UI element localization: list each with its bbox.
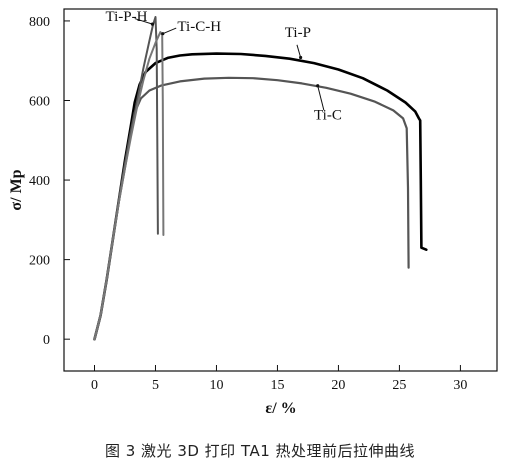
x-tick-label: 0 xyxy=(91,378,98,393)
y-tick-label: 600 xyxy=(29,94,50,109)
annotation-arrowhead xyxy=(150,22,155,26)
annotation-ti-p-h: Ti-P-H xyxy=(105,9,147,25)
annotation-leader xyxy=(134,18,153,25)
x-tick-label: 30 xyxy=(453,378,467,393)
y-axis-label: σ/ Mp xyxy=(8,169,25,210)
annotations: Ti-P-H Ti-C-H Ti-P Ti-C xyxy=(105,9,341,124)
series-line-ti-c xyxy=(93,76,410,341)
series-lines xyxy=(93,16,428,341)
annotation-leader xyxy=(317,85,325,111)
annotation-arrowhead xyxy=(299,55,303,60)
x-tick-label: 10 xyxy=(209,378,223,393)
annotation-leader xyxy=(162,27,177,35)
annotation-ti-c: Ti-C xyxy=(314,108,342,124)
annotation-ti-c-h: Ti-C-H xyxy=(177,19,221,35)
x-tick-label: 25 xyxy=(392,378,406,393)
figure-caption: 图 3 激光 3D 打印 TA1 热处理前后拉伸曲线 xyxy=(104,442,416,460)
y-tick-label: 0 xyxy=(43,333,50,348)
annotation-arrowhead xyxy=(316,84,320,88)
x-tick-label: 20 xyxy=(331,378,345,393)
x-axis-label: ε/ % xyxy=(265,400,296,417)
y-tick-label: 200 xyxy=(29,254,50,269)
annotation-leader xyxy=(296,44,302,58)
axis-ticks: 0 5 10 15 20 25 30 0 200 400 600 800 xyxy=(29,15,467,393)
series-line-ti-c-h xyxy=(93,31,165,341)
plot-frame xyxy=(63,8,498,372)
x-tick-label: 15 xyxy=(270,378,284,393)
y-tick-label: 800 xyxy=(29,15,50,30)
x-tick-label: 5 xyxy=(152,378,159,393)
annotation-arrowhead xyxy=(161,32,165,36)
y-tick-label: 400 xyxy=(29,174,50,189)
annotation-ti-p: Ti-P xyxy=(285,25,311,41)
